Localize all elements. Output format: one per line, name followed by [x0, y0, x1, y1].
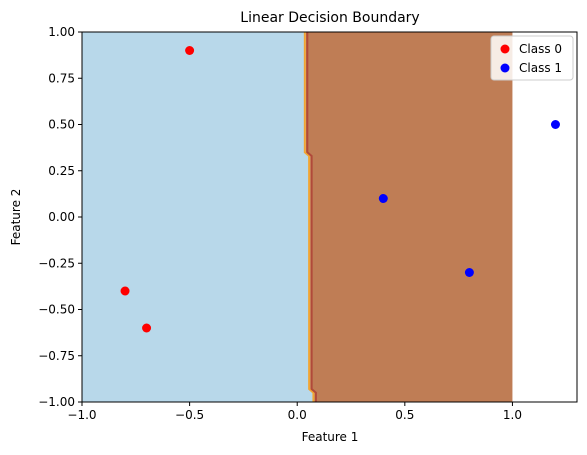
class-1-region — [305, 32, 513, 402]
x-tick-label: 1.0 — [503, 408, 522, 422]
x-axis-label: Feature 1 — [302, 430, 359, 444]
y-tick-label: 0.75 — [48, 71, 75, 85]
legend-label-1: Class 1 — [519, 61, 562, 75]
legend-box — [490, 35, 574, 81]
point-class-1-2 — [550, 120, 560, 129]
y-tick-label: −0.75 — [38, 349, 75, 363]
y-tick-label: 0.50 — [48, 118, 75, 132]
y-tick-label: −0.25 — [38, 256, 75, 270]
data-points — [120, 46, 560, 333]
legend-marker-1 — [500, 63, 510, 73]
decision-regions — [82, 32, 513, 402]
x-tick-label: 0.5 — [395, 408, 414, 422]
point-class-1-1 — [464, 268, 474, 277]
y-axis-label: Feature 2 — [9, 189, 23, 246]
x-tick-label: −1.0 — [67, 408, 96, 422]
point-class-0-1 — [120, 286, 130, 296]
chart-title: Linear Decision Boundary — [240, 10, 419, 26]
x-tick-label: 0.0 — [288, 408, 307, 422]
y-tick-label: 0.00 — [48, 210, 75, 224]
class-0-region — [82, 32, 315, 402]
boundary-edge-left — [303, 32, 315, 402]
boundary-edge-right — [306, 32, 317, 402]
x-axis-ticks: −1.0 −0.5 0.0 0.5 1.0 — [67, 402, 522, 422]
y-axis-ticks: −1.00 −0.75 −0.50 −0.25 0.00 0.25 0.50 0.75 1.00 — [38, 25, 82, 409]
x-tick-label: −0.5 — [175, 408, 204, 422]
y-tick-label: −0.50 — [38, 303, 75, 317]
point-class-0-0 — [185, 46, 195, 55]
point-class-0-2 — [142, 323, 152, 333]
y-tick-label: 0.25 — [48, 164, 75, 178]
point-class-1-0 — [378, 194, 388, 203]
y-tick-label: −1.00 — [38, 395, 75, 409]
legend-marker-0 — [500, 44, 510, 54]
legend: Class 0 Class 1 — [490, 35, 574, 81]
y-tick-label: 1.00 — [48, 25, 75, 39]
legend-label-0: Class 0 — [519, 42, 562, 56]
